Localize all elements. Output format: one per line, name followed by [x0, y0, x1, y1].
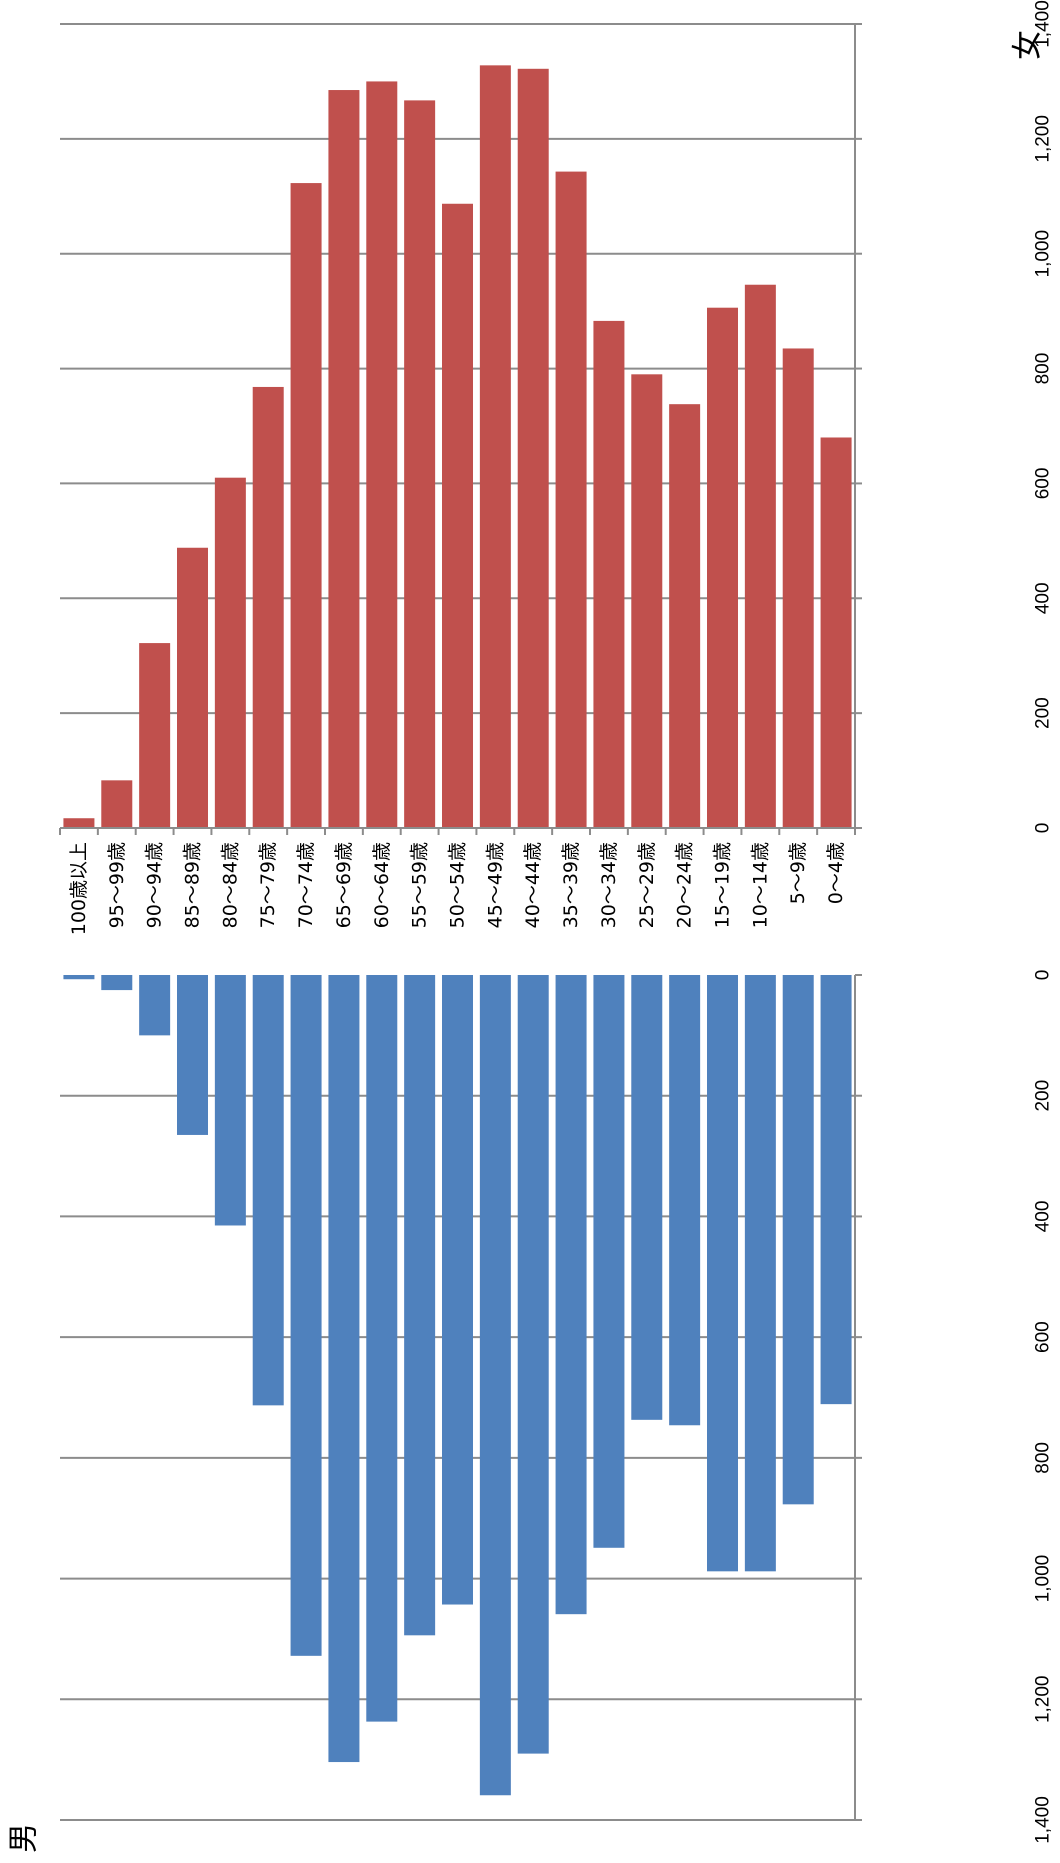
female-bars: [63, 65, 852, 829]
female-bar: [631, 374, 663, 828]
category-label: 50～54歳: [447, 842, 469, 928]
male-tick-label: 200: [1033, 1080, 1054, 1112]
female-bar: [442, 203, 473, 828]
female-bar: [555, 171, 587, 828]
category-label: 90～94歳: [144, 842, 166, 928]
category-label: 80～84歳: [219, 842, 241, 928]
male-bar: [820, 975, 852, 1405]
male-bar: [631, 975, 663, 1420]
age-category-labels: 100歳以上 95～99歳 90～94歳 85～89歳 80～84歳 75～79歳 70～7…: [68, 842, 847, 935]
female-panel: 女 0 200 400 600 800 1,000 1,200 1,400: [59, 0, 1054, 835]
female-bar: [214, 477, 246, 828]
male-bar: [366, 975, 398, 1722]
female-bar: [744, 284, 776, 828]
male-bar: [328, 975, 360, 1763]
male-bar: [593, 975, 625, 1548]
male-bar: [707, 975, 738, 1572]
female-bar: [517, 68, 549, 828]
female-tick-label: 0: [1033, 823, 1054, 834]
category-label: 0～4歳: [825, 842, 847, 904]
category-label: 15～19歳: [712, 842, 734, 928]
female-bar: [782, 348, 814, 828]
male-bar: [139, 975, 171, 1036]
female-bar: [820, 437, 852, 828]
female-value-axis: 0 200 400 600 800 1,000 1,200 1,400: [59, 0, 1054, 835]
category-label: 55～59歳: [409, 842, 431, 928]
male-bar: [101, 975, 133, 991]
male-bar: [442, 975, 473, 1605]
category-label: 60～64歳: [371, 842, 393, 928]
male-bar: [517, 975, 549, 1754]
male-bar: [177, 975, 208, 1135]
female-tick-label: 800: [1033, 353, 1054, 385]
male-tick-label: 1,000: [1033, 1555, 1054, 1603]
female-tick-label: 1,200: [1033, 115, 1054, 163]
male-bars: [63, 975, 852, 1796]
category-label: 70～74歳: [295, 842, 317, 928]
female-panel-title: 女: [1011, 30, 1046, 60]
category-label: 20～24歳: [674, 842, 696, 928]
category-label: 25～29歳: [636, 842, 658, 928]
male-bar: [290, 975, 322, 1656]
female-bar: [101, 780, 133, 828]
category-label: 100歳以上: [68, 842, 90, 935]
female-bar: [479, 65, 511, 828]
male-bar: [404, 975, 436, 1636]
category-label: 85～89歳: [182, 842, 204, 928]
female-bar: [593, 320, 625, 828]
female-tick-label: 1,000: [1033, 230, 1054, 278]
category-label: 65～69歳: [333, 842, 355, 928]
male-tick-label: 800: [1033, 1442, 1054, 1474]
female-bar: [63, 818, 95, 828]
male-bar: [252, 975, 284, 1406]
female-bar: [290, 183, 322, 828]
category-label: 30～34歳: [598, 842, 620, 928]
male-tick-label: 0: [1033, 970, 1054, 981]
category-label: 10～14歳: [749, 842, 771, 928]
male-value-axis: 0 200 400 600 800 1,000 1,200 1,400: [854, 970, 1054, 1844]
male-tick-label: 400: [1033, 1201, 1054, 1233]
female-bar: [404, 100, 436, 828]
female-bar: [252, 386, 284, 828]
female-bar: [177, 547, 208, 828]
female-bar: [669, 404, 701, 828]
male-bar: [744, 975, 776, 1572]
category-label: 75～79歳: [257, 842, 279, 928]
category-label: 35～39歳: [560, 842, 582, 928]
female-bar: [139, 643, 171, 828]
category-label: 95～99歳: [106, 842, 128, 928]
male-bar: [782, 975, 814, 1505]
male-panel: 男 0 200 400 600 800 1,000 1,200 1,400: [7, 970, 1054, 1853]
male-bar: [555, 975, 587, 1615]
female-bar: [328, 90, 360, 829]
female-tick-label: 400: [1033, 582, 1054, 614]
male-tick-label: 1,400: [1033, 1796, 1054, 1844]
female-tick-label: 200: [1033, 697, 1054, 729]
category-label: 5～9歳: [787, 842, 809, 904]
male-tick-label: 600: [1033, 1321, 1054, 1353]
male-bar: [669, 975, 701, 1426]
category-label: 40～44歳: [522, 842, 544, 928]
category-label: 45～49歳: [484, 842, 506, 928]
female-tick-label: 600: [1033, 468, 1054, 500]
male-tick-label: 1,200: [1033, 1676, 1054, 1724]
male-bar: [214, 975, 246, 1226]
female-bar: [707, 307, 738, 828]
male-panel-title: 男: [7, 1823, 42, 1853]
female-tick-label: 1,400: [1033, 0, 1054, 48]
male-bar: [479, 975, 511, 1796]
male-bar: [63, 975, 95, 980]
female-bar: [366, 81, 398, 828]
